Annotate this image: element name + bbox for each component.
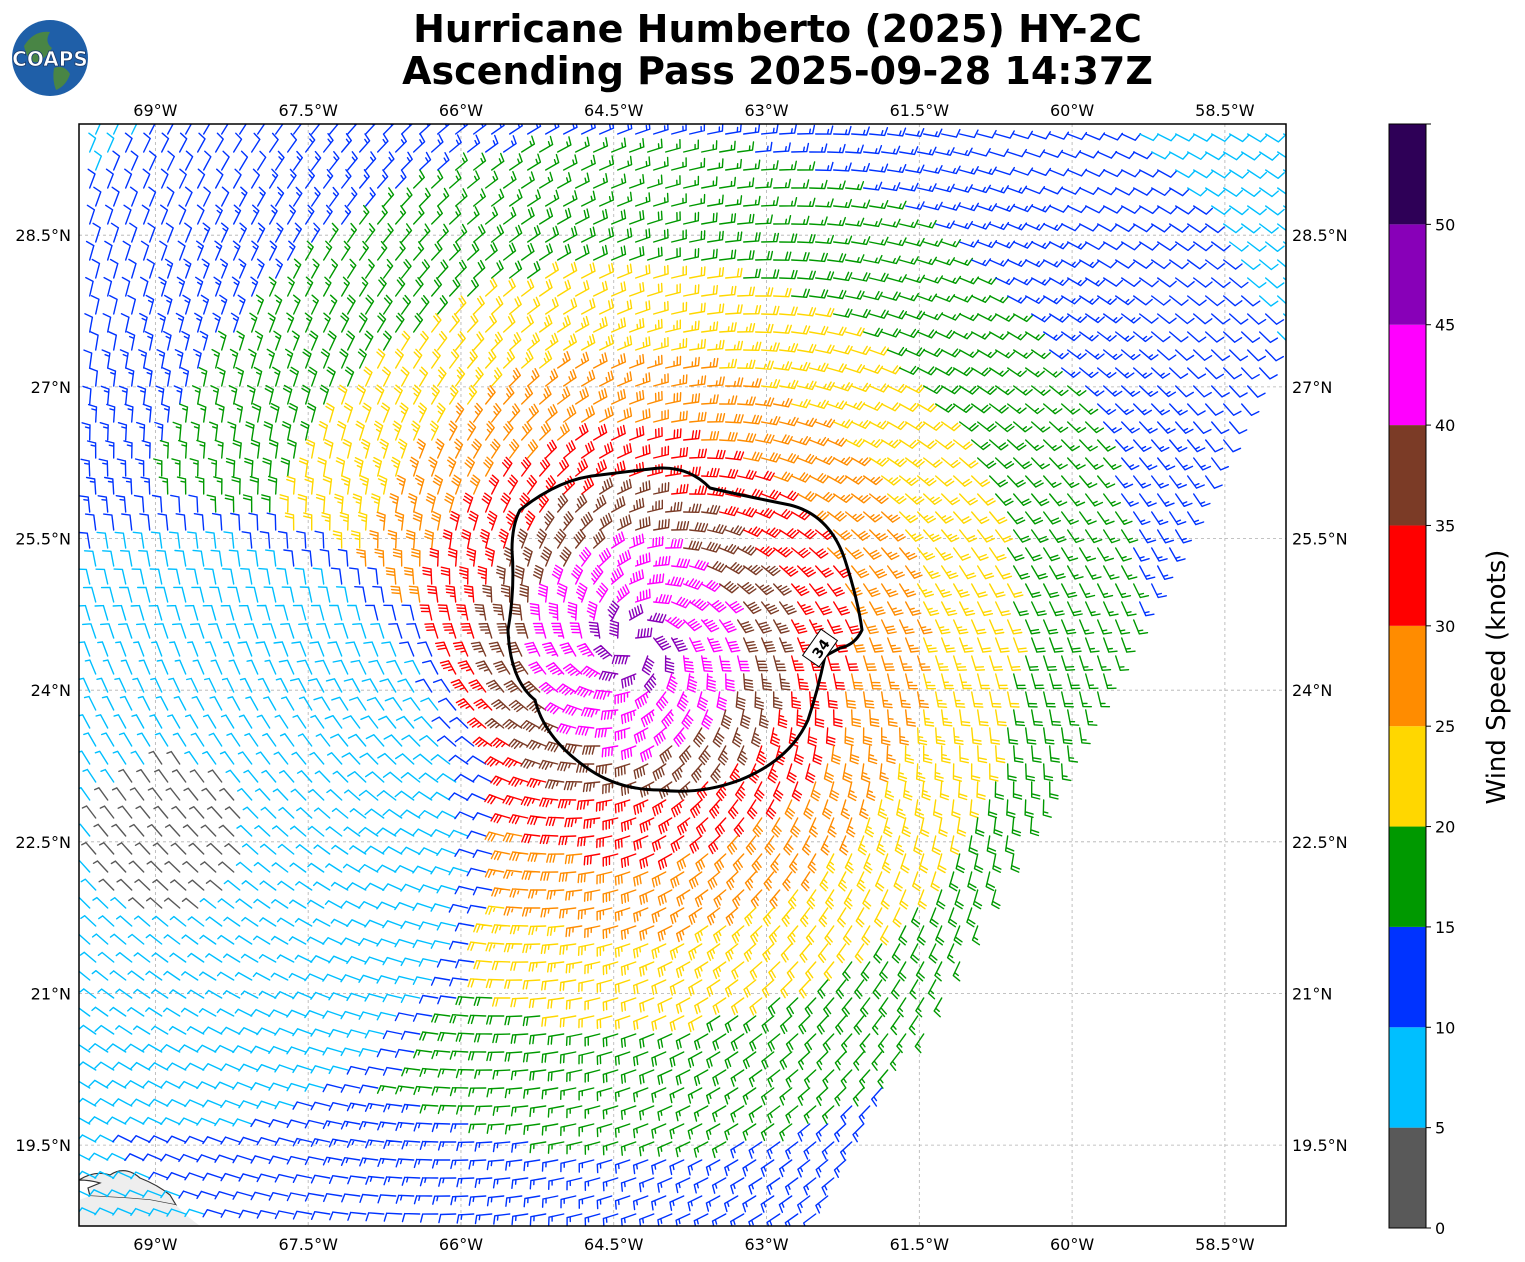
logo-text: COAPS [12,47,88,71]
colorbar-tick-label: 30 [1435,617,1455,636]
lat-tick-label-right: 28.5°N [1292,226,1348,245]
lon-tick-label-top: 63°W [744,101,788,120]
lat-tick-label-left: 27°N [31,378,71,397]
gridlines [79,124,1286,1226]
lat-tick-label-right: 25.5°N [1292,530,1348,549]
colorbar-bin [1389,425,1426,526]
colorbar-bin [1389,926,1426,1028]
lat-tick-label-left: 24°N [31,681,71,700]
lon-tick-label-bottom: 63°W [744,1235,788,1254]
lat-tick-label-right: 21°N [1292,984,1332,1003]
lat-tick-label-left: 21°N [31,984,71,1003]
colorbar-tick-label: 45 [1435,316,1455,335]
lon-tick-label-top: 61.5°W [890,101,950,120]
lon-tick-label-bottom: 66°W [439,1235,483,1254]
colorbar: 0 5 10 15 20 25 30 35 40 45 50 [1388,123,1455,1238]
wind-barbs [79,124,1286,1226]
colorbar-tick-label: 15 [1435,918,1455,937]
colorbar-bin [1389,826,1426,927]
lon-tick-label-top: 67.5°W [278,101,338,120]
colorbar-tick-label: 35 [1435,516,1455,535]
colorbar-tick-label: 25 [1435,717,1455,736]
colorbar-bin [1389,625,1426,727]
colorbar-bin [1389,1027,1426,1128]
coaps-logo: COAPS [12,20,88,96]
lon-tick-label-bottom: 64.5°W [584,1235,644,1254]
colorbar-bin [1389,1127,1426,1228]
map-frame [78,123,1287,1227]
colorbar-tick-label: 10 [1435,1018,1455,1037]
colorbar-title: Wind Speed (knots) [1482,550,1512,805]
lon-tick-label-bottom: 67.5°W [278,1235,338,1254]
lon-tick-label-top: 66°W [439,101,483,120]
colorbar-bin [1389,726,1426,827]
lon-tick-label-top: 64.5°W [584,101,644,120]
lon-tick-label-bottom: 60°W [1050,1235,1094,1254]
colorbar-tick-label: 0 [1435,1219,1445,1238]
plot-title-line-2: Ascending Pass 2025-09-28 14:37Z [402,49,1153,93]
lon-tick-label-top: 60°W [1050,101,1094,120]
colorbar-bin [1389,224,1426,325]
lat-tick-label-right: 27°N [1292,378,1332,397]
colorbar-bin [1389,324,1426,426]
lon-tick-label-bottom: 58.5°W [1195,1235,1255,1254]
colorbar-tick-label: 20 [1435,818,1455,837]
colorbar-tick-label: 5 [1435,1119,1445,1138]
lat-tick-label-right: 24°N [1292,681,1332,700]
lat-tick-label-left: 25.5°N [15,530,71,549]
axis-tick-labels: 69°W 69°W 67.5°W 67.5°W 66°W 66°W 64.5°W 64.5°W… [15,101,1347,1254]
lat-tick-label-right: 22.5°N [1292,833,1348,852]
colorbar-bin [1389,124,1426,225]
colorbar-tick-label: 50 [1435,215,1455,234]
map-background [79,124,1286,1226]
colorbar-bin [1389,525,1426,626]
lon-tick-label-bottom: 61.5°W [890,1235,950,1254]
plot-title-line-1: Hurricane Humberto (2025) HY-2C [413,7,1142,51]
lon-tick-label-top: 69°W [133,101,177,120]
lat-tick-label-left: 19.5°N [15,1136,71,1155]
lat-tick-label-left: 28.5°N [15,226,71,245]
lat-tick-label-left: 22.5°N [15,833,71,852]
lon-tick-label-bottom: 69°W [133,1235,177,1254]
colorbar-tick-label: 40 [1435,416,1455,435]
lat-tick-label-right: 19.5°N [1292,1136,1348,1155]
lon-tick-label-top: 58.5°W [1195,101,1255,120]
